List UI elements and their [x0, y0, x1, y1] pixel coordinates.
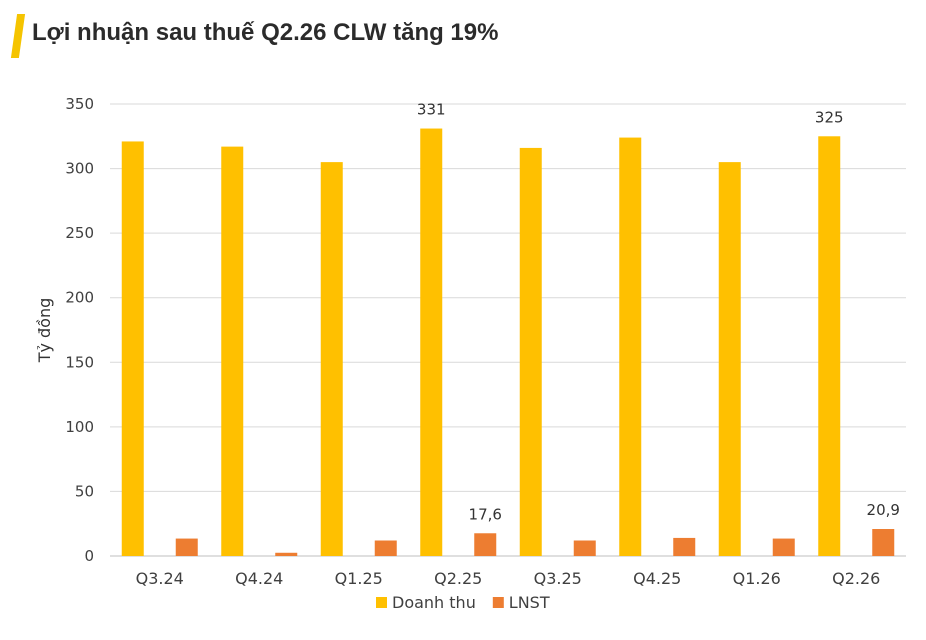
- y-tick-label: 350: [65, 95, 94, 113]
- y-tick-label: 200: [65, 289, 94, 307]
- bar-doanh-thu-Q2.25: [420, 128, 443, 556]
- bar-doanh-thu-Q2.26: [818, 136, 841, 557]
- y-axis-label: Tỷ đồng: [35, 298, 54, 364]
- y-tick-label: 100: [65, 418, 94, 436]
- bars: [121, 128, 895, 557]
- y-tick-label: 300: [65, 160, 94, 178]
- y-tick-label: 250: [65, 224, 94, 242]
- bar-lnst-Q2.26: [872, 529, 895, 556]
- data-labels: 331 325 17,6 20,9: [417, 101, 900, 524]
- x-tick-label: Q1.26: [733, 569, 781, 588]
- bar-lnst-Q4.25: [673, 537, 696, 556]
- data-label: 20,9: [867, 501, 900, 519]
- legend-swatch: [376, 597, 387, 608]
- x-tick-label: Q4.24: [235, 569, 283, 588]
- bar-lnst-Q1.25: [374, 540, 397, 556]
- x-tick-label: Q3.25: [534, 569, 582, 588]
- chart-title: Lợi nhuận sau thuế Q2.26 CLW tăng 19%: [32, 19, 499, 46]
- bar-doanh-thu-Q3.25: [519, 147, 542, 556]
- bar-doanh-thu-Q4.25: [619, 137, 642, 556]
- bar-doanh-thu-Q3.24: [121, 141, 144, 557]
- legend-label: Doanh thu: [392, 593, 476, 612]
- x-tick-label: Q3.24: [136, 569, 184, 588]
- bar-lnst-Q1.26: [772, 538, 795, 556]
- bar-doanh-thu-Q4.24: [221, 146, 244, 557]
- x-tick-label: Q4.25: [633, 569, 681, 588]
- x-tick-label: Q2.25: [434, 569, 482, 588]
- y-tick-label: 50: [75, 482, 94, 500]
- x-tick-label: Q1.25: [335, 569, 383, 588]
- bar-lnst-Q4.24: [275, 552, 298, 556]
- bar-lnst-Q3.25: [573, 540, 596, 556]
- y-tick-label: 150: [65, 353, 94, 371]
- data-label: 331: [417, 101, 446, 119]
- bar-doanh-thu-Q1.26: [718, 162, 741, 556]
- data-label: 17,6: [469, 505, 502, 523]
- legend-swatch: [492, 597, 504, 608]
- x-tick-label: Q2.26: [832, 569, 880, 588]
- x-axis-ticks: Q3.24 Q4.24 Q1.25 Q2.25 Q3.25 Q4.25 Q1.26 Q2.26: [136, 569, 881, 588]
- y-axis-ticks: 0 50 100 150 200 250 300 350: [65, 95, 94, 565]
- data-label: 325: [815, 108, 844, 126]
- bar-lnst-Q3.24: [175, 538, 198, 556]
- bar-lnst-Q2.25: [474, 533, 497, 556]
- bar-doanh-thu-Q1.25: [320, 162, 343, 556]
- legend: Doanh thu LNST: [376, 593, 550, 612]
- y-tick-label: 0: [84, 547, 94, 565]
- legend-label: LNST: [509, 593, 550, 612]
